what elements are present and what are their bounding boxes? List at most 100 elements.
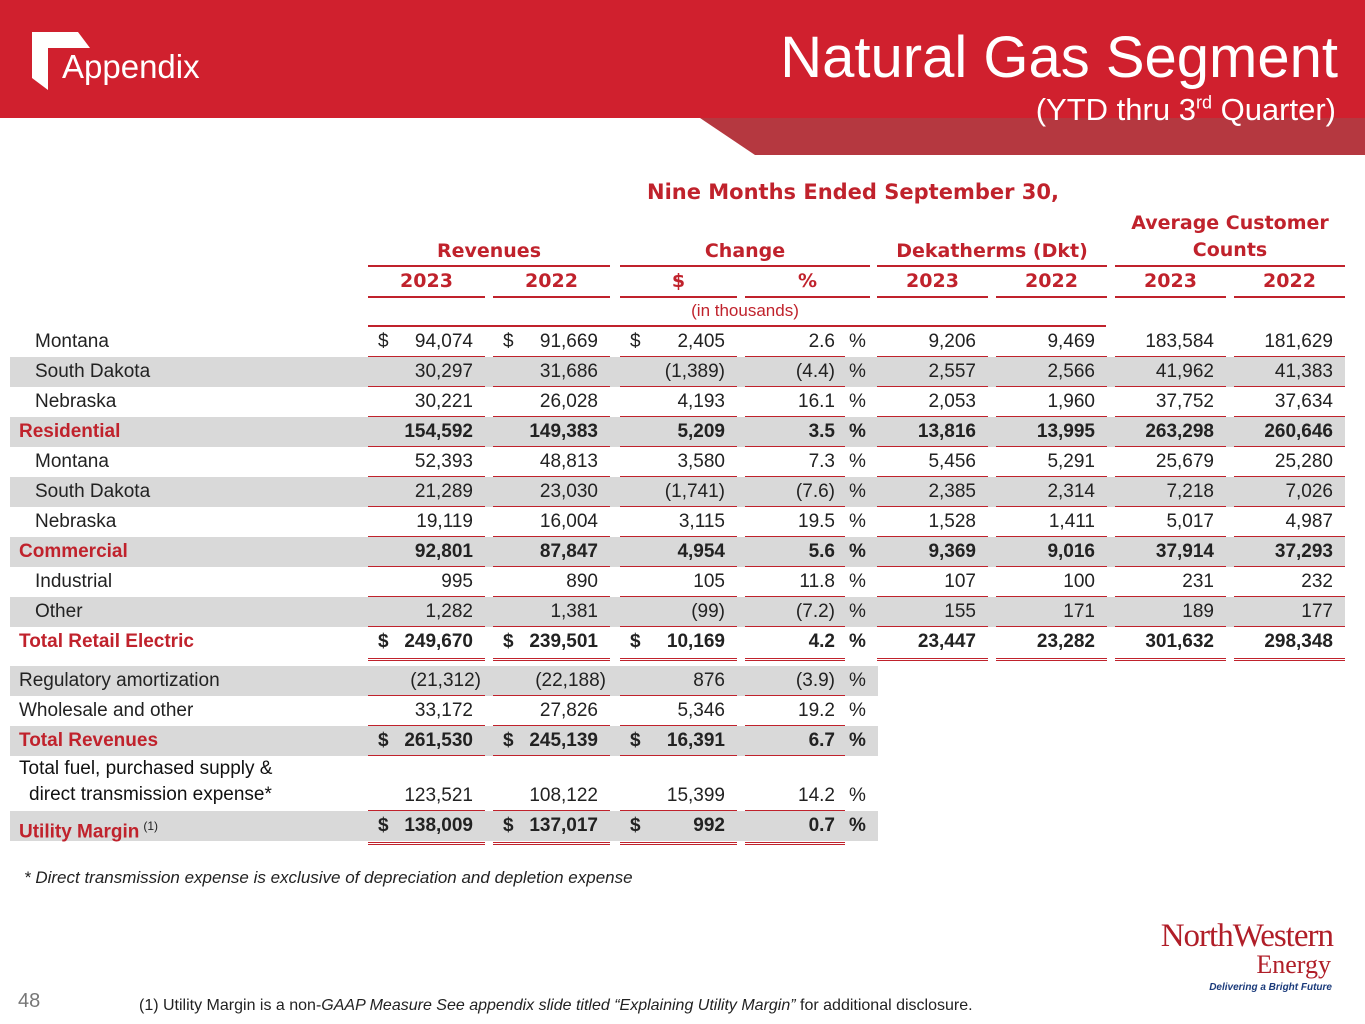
currency-sign: $ xyxy=(378,331,389,352)
cell-rule xyxy=(745,446,845,447)
cell-value: 21,289 xyxy=(414,481,473,502)
cell-value: 249,670 xyxy=(404,631,473,652)
cell-rule xyxy=(745,626,845,627)
cell-value: 261,530 xyxy=(404,730,473,751)
cell-rule xyxy=(368,626,485,627)
cell-rule xyxy=(1115,416,1226,417)
cell-value: 138,009 xyxy=(404,815,473,836)
double-rule xyxy=(368,842,485,845)
double-rule xyxy=(1234,658,1345,661)
cell-value: 94,074 xyxy=(414,331,473,352)
percent-sign: % xyxy=(849,541,866,562)
cell-value: 232 xyxy=(1301,571,1333,592)
cell-rule xyxy=(996,476,1107,477)
cell-rule xyxy=(1115,536,1226,537)
cell-rule xyxy=(493,386,610,387)
cell-rule xyxy=(368,536,485,537)
super-header: Nine Months Ended September 30, xyxy=(647,180,1059,204)
cell-rule xyxy=(620,386,737,387)
cell-value: 181,629 xyxy=(1264,331,1333,352)
cell-value: 189 xyxy=(1182,601,1214,622)
cell-rule xyxy=(493,626,610,627)
cell-value: 2,053 xyxy=(928,391,976,412)
cell-rule xyxy=(1234,386,1345,387)
cell-rule xyxy=(493,416,610,417)
column-rule xyxy=(745,296,870,298)
cell-value: 6.7 xyxy=(808,730,835,751)
cell-rule xyxy=(368,566,485,567)
group-header: Average Customer Counts xyxy=(1131,212,1329,261)
subtitle-text: (YTD thru 3 xyxy=(1035,92,1196,127)
cell-value: 4,954 xyxy=(677,541,725,562)
cell-value: 876 xyxy=(693,670,725,691)
disclosure-italic: GAAP Measure See appendix slide titled “… xyxy=(321,997,796,1014)
percent-sign: % xyxy=(849,730,866,751)
cell-value: 7,218 xyxy=(1166,481,1214,502)
column-header: 2022 xyxy=(1025,270,1078,292)
cell-value: 11.8 xyxy=(799,571,835,592)
cell-rule xyxy=(877,446,988,447)
cell-value: 108,122 xyxy=(529,785,598,806)
row-shade xyxy=(10,537,1345,567)
cell-rule xyxy=(877,386,988,387)
cell-rule xyxy=(620,536,737,537)
column-header: $ xyxy=(671,270,686,292)
cell-rule xyxy=(877,536,988,537)
cell-rule xyxy=(368,386,485,387)
cell-value: 25,280 xyxy=(1274,451,1333,472)
cell-rule xyxy=(368,596,485,597)
cell-value: (99) xyxy=(691,601,725,622)
cell-value: 9,469 xyxy=(1047,331,1095,352)
cell-value: 9,206 xyxy=(928,331,976,352)
cell-rule xyxy=(996,566,1107,567)
column-rule xyxy=(620,296,737,298)
cell-rule xyxy=(745,386,845,387)
cell-value: 19,119 xyxy=(416,511,473,532)
percent-sign: % xyxy=(849,361,866,382)
cell-value: 301,632 xyxy=(1145,631,1214,652)
section-label: Appendix xyxy=(62,48,200,85)
group-rule xyxy=(877,265,1107,267)
double-rule xyxy=(877,658,988,661)
column-rule xyxy=(996,296,1107,298)
cell-rule xyxy=(996,626,1107,627)
cell-value: 13,816 xyxy=(917,421,976,442)
group-rule xyxy=(1115,265,1345,267)
cell-rule xyxy=(493,506,610,507)
percent-sign: % xyxy=(849,571,866,592)
row-label: Other xyxy=(35,601,83,622)
cell-rule xyxy=(493,476,610,477)
currency-sign: $ xyxy=(630,631,641,652)
double-rule xyxy=(996,658,1107,661)
cell-value: 263,298 xyxy=(1145,421,1214,442)
row-shade xyxy=(10,726,878,756)
double-rule xyxy=(368,658,485,661)
row-label: South Dakota xyxy=(35,481,151,502)
cell-rule xyxy=(493,695,610,696)
cell-value: 3,580 xyxy=(677,451,725,472)
double-rule xyxy=(620,658,737,661)
cell-value: (4.4) xyxy=(795,361,835,382)
cell-rule xyxy=(877,356,988,357)
row-shade xyxy=(10,357,1345,387)
cell-rule xyxy=(620,725,737,726)
header-rule xyxy=(368,325,1106,327)
cell-value: 23,447 xyxy=(917,631,976,652)
cell-value: 37,914 xyxy=(1155,541,1214,562)
disclosure-text: (1) Utility Margin is a non- xyxy=(139,997,322,1014)
cell-rule xyxy=(745,810,845,811)
column-rule xyxy=(493,296,610,298)
cell-value: 91,669 xyxy=(539,331,598,352)
column-header: 2023 xyxy=(1144,270,1197,292)
cell-rule xyxy=(368,416,485,417)
cell-rule xyxy=(745,506,845,507)
label-note: (1) xyxy=(143,819,159,833)
row-label: Industrial xyxy=(35,571,113,592)
cell-value: 19.2 xyxy=(798,700,835,721)
column-header: 2023 xyxy=(400,270,453,292)
cell-value: 52,393 xyxy=(414,451,473,472)
cell-value: 23,030 xyxy=(539,481,598,502)
row-label: direct transmission expense* xyxy=(29,784,272,805)
row-label: Regulatory amortization xyxy=(19,670,220,691)
